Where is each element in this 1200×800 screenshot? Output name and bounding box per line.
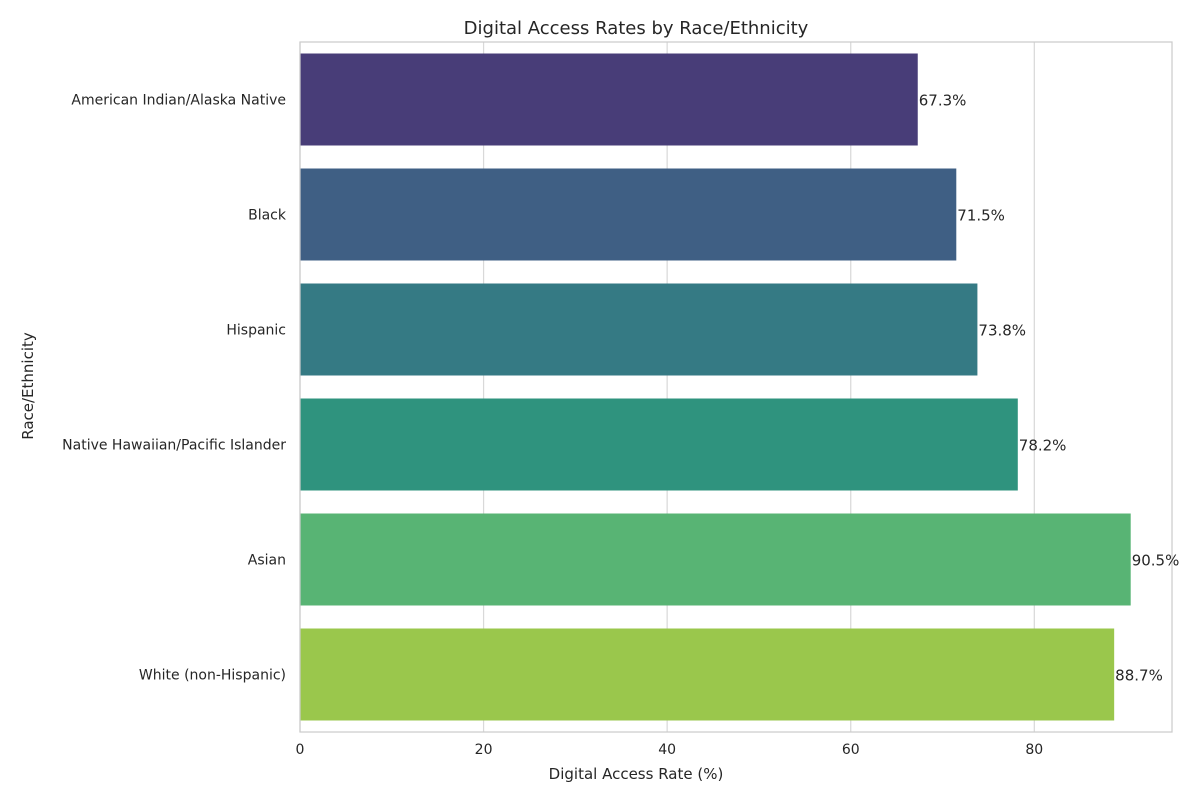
y-tick-label: Native Hawaiian/Pacific Islander: [62, 438, 286, 454]
bar: [300, 628, 1115, 721]
bar-value-label: 88.7%: [1115, 667, 1163, 685]
x-tick-label: 40: [658, 742, 676, 758]
bar: [300, 513, 1131, 606]
bar-value-label: 90.5%: [1132, 552, 1180, 570]
y-tick-label: Black: [248, 208, 287, 224]
bar: [300, 283, 978, 376]
bar-value-label: 73.8%: [978, 322, 1026, 340]
y-tick-label: Hispanic: [226, 323, 286, 339]
plot-frame: [299, 41, 1173, 733]
y-tick-labels: American Indian/Alaska Native Black Hispan…: [62, 93, 287, 684]
x-tick-label: 80: [1025, 742, 1043, 758]
x-tick-label: 0: [296, 742, 305, 758]
y-axis-label: Race/Ethnicity: [19, 332, 37, 440]
y-tick-label: Asian: [248, 553, 286, 569]
x-tick-label: 60: [842, 742, 860, 758]
data-labels: 67.3% 71.5% 73.8% 78.2% 90.5% 88.7%: [919, 92, 1180, 685]
x-tick-labels: 0 20 40 60 80: [296, 742, 1044, 758]
chart-title: Digital Access Rates by Race/Ethnicity: [464, 18, 809, 39]
bar-value-label: 67.3%: [919, 92, 967, 110]
y-tick-label: White (non-Hispanic): [139, 668, 286, 684]
bar-value-label: 78.2%: [1019, 437, 1067, 455]
bars: [300, 53, 1131, 721]
x-axis-label: Digital Access Rate (%): [549, 765, 724, 783]
bar-value-label: 71.5%: [957, 207, 1005, 225]
x-tick-label: 20: [475, 742, 493, 758]
bar: [300, 53, 918, 146]
bar: [300, 398, 1018, 491]
bar: [300, 168, 957, 261]
y-tick-label: American Indian/Alaska Native: [71, 93, 286, 109]
